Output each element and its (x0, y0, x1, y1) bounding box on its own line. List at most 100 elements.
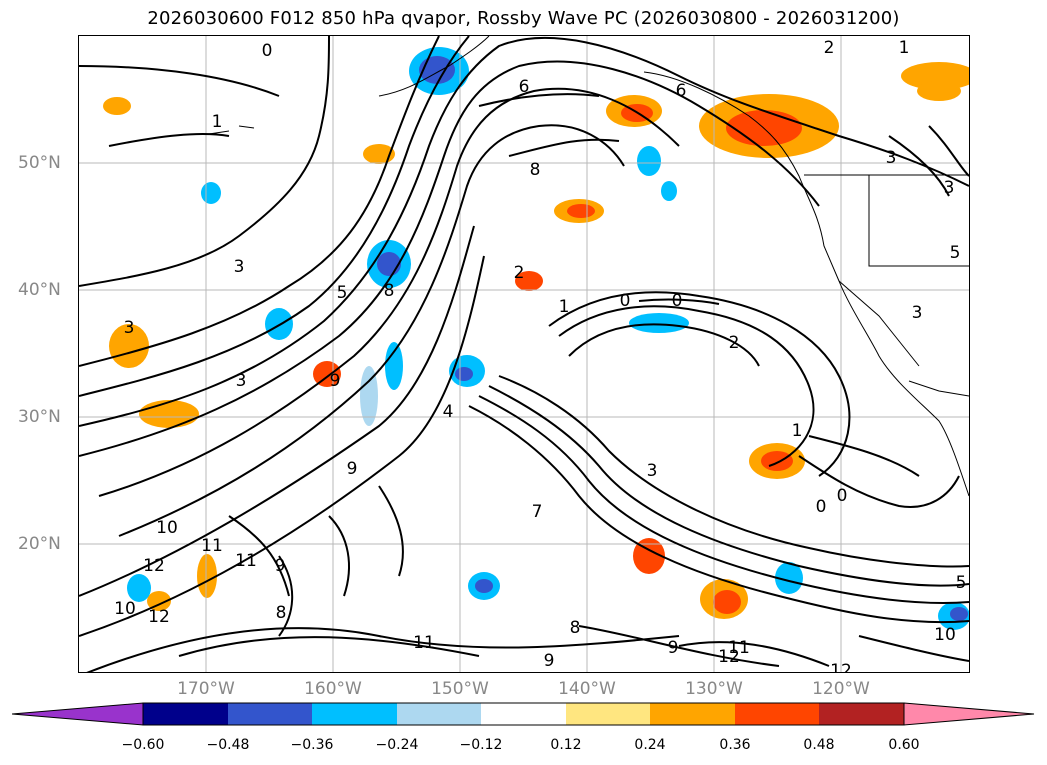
colorbar-outline (142, 702, 905, 726)
contour-label: 0 (816, 497, 827, 517)
gridlines (79, 36, 969, 672)
colorbar-segment (312, 703, 397, 725)
contour-label: 0 (672, 291, 683, 311)
contour-lines (79, 36, 969, 672)
contour-label: 11 (235, 551, 257, 571)
contour-label: 12 (830, 661, 852, 672)
contour-label: 12 (143, 556, 165, 576)
contour-label: 0 (262, 41, 273, 61)
negative-anomaly-patch (377, 252, 401, 276)
colorbar-extend-high (903, 702, 1035, 726)
positive-anomaly-patch (713, 590, 741, 614)
contour-label: 10 (114, 599, 136, 619)
negative-anomaly-patch (775, 562, 803, 594)
contour-label: 8 (384, 281, 395, 301)
colorbar-segment (566, 703, 650, 725)
contour-label: 11 (201, 536, 223, 556)
negative-anomaly-patch (265, 308, 293, 340)
lon-label-140w: 140°W (558, 679, 616, 699)
contour-label: 11 (413, 633, 435, 653)
contour-label: 3 (124, 318, 135, 338)
negative-anomaly-patch (455, 367, 473, 381)
contour-label: 1 (792, 421, 803, 441)
figure-title: 2026030600 F012 850 hPa qvapor, Rossby W… (147, 8, 900, 29)
lat-label-20n: 20°N (18, 534, 61, 554)
negative-anomaly-patch (475, 579, 493, 593)
contour-label: 6 (676, 81, 687, 101)
lon-label-170w: 170°W (177, 679, 235, 699)
contour-label: 3 (647, 461, 658, 481)
colorbar-tick-label: −0.24 (375, 737, 419, 753)
negative-anomaly-patch (360, 366, 378, 426)
positive-anomaly-patch (147, 591, 171, 611)
contour-label: 12 (148, 607, 170, 627)
contour-label: 2 (729, 333, 740, 353)
colorbar-extend-low (12, 702, 144, 726)
lon-label-120w: 120°W (812, 679, 870, 699)
contour-label: 8 (530, 160, 541, 180)
colorbar-segment (819, 703, 904, 725)
contour-label: 3 (944, 178, 955, 198)
positive-anomaly-patch (515, 271, 543, 291)
contour-label-layer: 0 1 1 1 2 2 3 3 3 3 3 3 3 5 5 6 7 8 8 8 … (114, 38, 966, 672)
contour-label: 0 (620, 291, 631, 311)
lat-label-40n: 40°N (18, 280, 61, 300)
colorbar-tick-label: 0.12 (550, 737, 582, 753)
positive-anomaly-patch (103, 97, 131, 115)
negative-anomaly-patch (385, 342, 403, 390)
positive-anomaly-patch (197, 554, 217, 598)
contour-label: 5 (956, 573, 967, 593)
negative-anomaly-patch (201, 182, 221, 204)
positive-anomaly-patch (633, 538, 665, 574)
contour-label: 1 (899, 38, 910, 58)
positive-anomaly-patch (567, 204, 595, 218)
contour-label: 5 (950, 243, 961, 263)
lon-label-160w: 160°W (304, 679, 362, 699)
colorbar-segment (397, 703, 481, 725)
contour-label: 3 (234, 257, 245, 277)
negative-anomaly-patch (629, 313, 689, 333)
colorbar-tick-label: −0.12 (459, 737, 503, 753)
positive-anomaly-patch (761, 451, 793, 471)
coastlines (208, 36, 969, 497)
map-panel: 0 1 1 1 2 2 3 3 3 3 3 3 3 5 5 6 7 8 8 8 … (79, 36, 969, 672)
map-svg: 0 1 1 1 2 2 3 3 3 3 3 3 3 5 5 6 7 8 8 8 … (79, 36, 969, 672)
colorbar-tick-label: −0.60 (121, 737, 165, 753)
contour-label: 9 (275, 556, 286, 576)
contour-label: 1 (559, 297, 570, 317)
colorbar-tick-label: 0.48 (803, 737, 835, 753)
colorbar-segment (735, 703, 819, 725)
lon-label-130w: 130°W (685, 679, 743, 699)
contour-label: 10 (156, 518, 178, 538)
contour-label: 9 (668, 638, 679, 658)
colorbar-segment (650, 703, 735, 725)
colorbar-tick-label: 0.60 (888, 737, 920, 753)
contour-label: 3 (886, 148, 897, 168)
colorbar (12, 702, 1035, 726)
contour-label: 12 (718, 647, 740, 667)
contour-label: 8 (276, 603, 287, 623)
colorbar-segment (143, 703, 228, 725)
colorbar-tick-label: 0.36 (719, 737, 751, 753)
contour-label: 7 (532, 502, 543, 522)
negative-anomaly-patch (661, 181, 677, 201)
contour-label: 2 (824, 38, 835, 58)
positive-anomaly-patch (139, 400, 199, 428)
contour-label: 4 (443, 402, 454, 422)
contour-label: 3 (236, 371, 247, 391)
lon-label-150w: 150°W (431, 679, 489, 699)
contour-label: 8 (570, 618, 581, 638)
positive-anomaly-patch (109, 324, 149, 368)
colorbar-tick-label: −0.36 (290, 737, 334, 753)
negative-anomaly-patch (127, 574, 151, 602)
contour-label: 9 (330, 371, 341, 391)
contour-label: 11 (728, 638, 750, 658)
colorbar-tick-label: −0.48 (206, 737, 250, 753)
contour-label: 9 (347, 459, 358, 479)
lat-label-30n: 30°N (18, 407, 61, 427)
contour-label: 1 (212, 112, 223, 132)
lat-label-50n: 50°N (18, 153, 61, 173)
colorbar-segment (228, 703, 312, 725)
positive-anomaly-patch (917, 81, 961, 101)
shading-layer (103, 47, 969, 630)
